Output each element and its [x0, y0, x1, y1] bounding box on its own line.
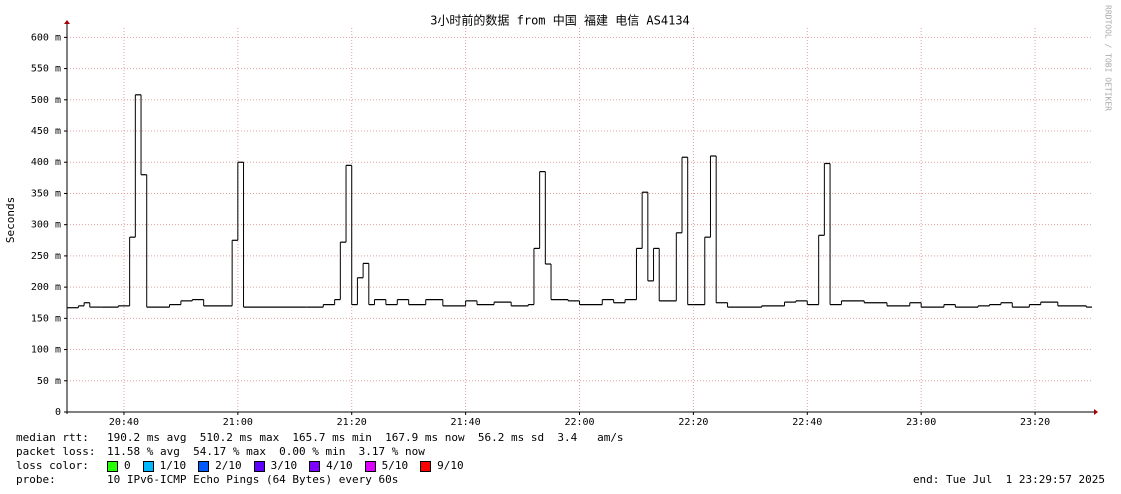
x-tick-label: 22:40 [792, 417, 822, 428]
legend-item: 2/10 [198, 459, 242, 473]
stats-text: 190.2 ms avg 510.2 ms max 165.7 ms min 1… [107, 431, 624, 444]
legend: loss color: 0 1/10 2/10 3/10 4/10 5/10 9/10 [16, 459, 476, 473]
legend-text: 1/10 [159, 459, 187, 472]
x-tick-label: 22:20 [678, 417, 708, 428]
legend-text: 5/10 [381, 459, 409, 472]
x-tick-label: 21:00 [223, 417, 253, 428]
y-tick-label: 500 m [31, 95, 61, 106]
y-tick-label: 0 [55, 407, 61, 418]
y-tick-label: 600 m [31, 32, 61, 43]
y-tick-label: 450 m [31, 126, 61, 137]
y-tick-label: 150 m [31, 313, 61, 324]
legend-text: 4/10 [326, 459, 353, 472]
stats-row: median rtt: 190.2 ms avg 510.2 ms max 165… [16, 431, 624, 445]
stats-text: 11.58 % avg 54.17 % max 0.00 % min 3.17 … [107, 445, 425, 458]
chart-title: 3小时前的数据 from 中国 福建 电信 AS4134 [430, 13, 690, 28]
legend-item: 9/10 [420, 459, 464, 473]
y-tick-label: 250 m [31, 251, 61, 262]
x-tick-label: 23:20 [1020, 417, 1050, 428]
y-tick-label: 50 m [37, 376, 61, 387]
legend-swatch [364, 461, 376, 472]
legend-item: 4/10 [309, 459, 353, 473]
x-tick-label: 21:40 [451, 417, 481, 428]
legend-swatch [107, 461, 118, 472]
y-tick-label: 550 m [31, 64, 61, 75]
y-tick-label: 200 m [31, 282, 61, 293]
legend-text: 9/10 [437, 459, 464, 472]
probe-text: 10 IPv6-ICMP Echo Pings (64 Bytes) every… [107, 473, 399, 486]
x-tick-label: 22:00 [564, 417, 594, 428]
legend-items: 0 1/10 2/10 3/10 4/10 5/10 9/10 [107, 459, 476, 473]
legend-text: 3/10 [270, 459, 298, 472]
legend-item: 5/10 [364, 459, 409, 473]
x-tick-label: 21:20 [337, 417, 367, 428]
legend-swatch [309, 461, 321, 472]
legend-swatch [253, 461, 265, 472]
legend-swatch [420, 461, 432, 472]
y-tick-label: 300 m [31, 220, 61, 231]
legend-swatch [142, 461, 154, 472]
axis-arrow [1094, 409, 1098, 415]
stats-label: packet loss: [16, 445, 96, 458]
y-axis-label: Seconds [4, 197, 17, 243]
x-tick-label: 23:00 [906, 417, 936, 428]
x-tick-label: 20:40 [109, 417, 139, 428]
end-text: end: Tue Jul 1 23:29:57 2025 [912, 473, 1105, 486]
legend-swatch [198, 461, 210, 472]
stats-row: packet loss: 11.58 % avg 54.17 % max 0.00… [16, 445, 425, 459]
legend-item: 3/10 [253, 459, 298, 473]
legend-label: loss color: [16, 459, 89, 472]
legend-item: 0 [107, 459, 131, 473]
legend-item: 1/10 [142, 459, 187, 473]
legend-text: 0 [124, 459, 131, 472]
y-tick-label: 100 m [31, 345, 61, 356]
axis-arrow [64, 20, 70, 24]
legend-text: 2/10 [215, 459, 242, 472]
stats-label: median rtt: [16, 431, 89, 444]
probe-row: probe: 10 IPv6-ICMP Echo Pings (64 Bytes)… [16, 473, 1105, 487]
y-tick-label: 350 m [31, 188, 61, 199]
watermark: RRDTOOL / TOBI OETIKER [1104, 5, 1113, 111]
y-tick-label: 400 m [31, 157, 61, 168]
probe-label: probe: [16, 473, 56, 486]
